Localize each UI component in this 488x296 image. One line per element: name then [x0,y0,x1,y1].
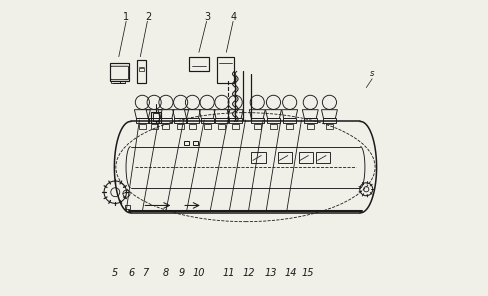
Bar [326,123,333,129]
Text: 7: 7 [142,268,148,278]
Bar [316,152,330,163]
Bar [232,123,239,129]
Bar [110,63,129,81]
Bar [153,113,159,121]
Text: 2: 2 [145,12,151,22]
Bar [304,118,317,123]
Bar [270,123,277,129]
Bar [251,118,264,123]
Bar [189,123,196,129]
Text: s: s [370,69,374,78]
Text: 14: 14 [285,268,297,278]
Bar [163,123,169,129]
Bar [174,118,187,123]
Bar [148,118,161,123]
Text: 10: 10 [193,268,205,278]
Bar [251,152,265,163]
Bar [136,118,149,123]
Text: 15: 15 [301,268,314,278]
Bar [229,118,242,123]
Bar [183,141,189,145]
Bar [139,68,144,71]
Text: 5: 5 [112,268,118,278]
Text: 12: 12 [242,268,255,278]
Bar [218,57,234,83]
Bar [189,57,209,71]
Bar [278,152,292,163]
Bar [139,123,146,129]
Bar [151,112,161,123]
Bar [203,123,211,129]
Bar [137,60,145,83]
Bar [218,123,225,129]
Text: 6: 6 [128,268,135,278]
Bar [254,123,261,129]
Bar [299,152,313,163]
Bar [267,118,280,123]
Text: 3: 3 [204,12,210,22]
Text: 13: 13 [264,268,277,278]
Bar [160,118,172,123]
Bar [111,81,125,83]
Text: 11: 11 [223,268,235,278]
Bar [151,123,158,129]
Bar [323,118,336,123]
Text: 9: 9 [179,268,185,278]
Bar [124,205,130,209]
Bar [201,118,214,123]
Text: 8: 8 [163,268,169,278]
Bar [215,118,228,123]
Text: 4: 4 [231,12,237,22]
Text: 1: 1 [123,12,129,22]
Bar [307,123,314,129]
Bar [283,118,296,123]
Bar [186,118,199,123]
Bar [177,123,184,129]
Bar [193,141,198,145]
Bar [286,123,293,129]
